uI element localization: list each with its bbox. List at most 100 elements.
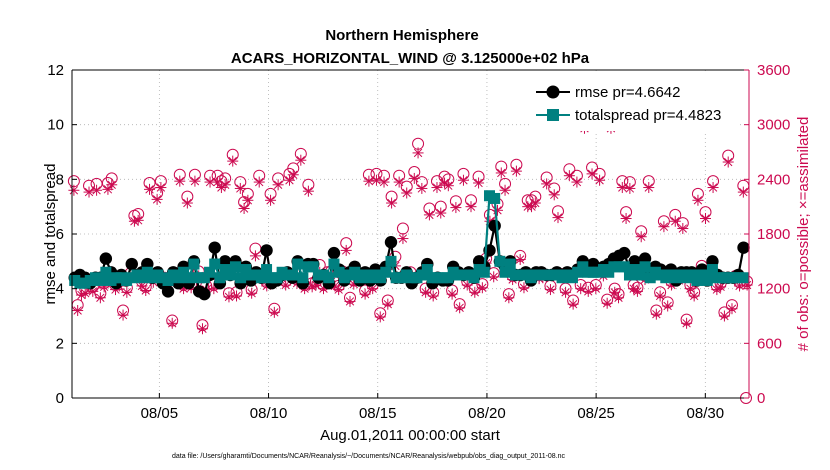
asterisk-stroke xyxy=(470,288,479,297)
obs-assimilated-point xyxy=(624,182,636,194)
obs-assimilated-point xyxy=(495,167,507,179)
obs-assimilated-point xyxy=(620,213,632,225)
tick-label-right: 1200 xyxy=(757,281,790,298)
asterisk-stroke xyxy=(228,156,237,166)
totalspread-point xyxy=(204,266,216,278)
tick-label-left: 4 xyxy=(56,281,64,298)
obs-assimilated-point xyxy=(155,182,167,194)
totalspread-point xyxy=(706,264,718,276)
obs-assimilated-point xyxy=(223,291,235,303)
obs-assimilated-point xyxy=(442,180,454,192)
asterisk-stroke xyxy=(345,297,355,306)
asterisk-stroke xyxy=(693,196,703,205)
asterisk-stroke xyxy=(436,208,445,218)
obs-assimilated-point xyxy=(196,323,208,335)
asterisk-stroke xyxy=(285,176,294,185)
asterisk-stroke xyxy=(410,174,419,183)
asterisk-stroke xyxy=(447,289,457,299)
obs-assimilated-point xyxy=(560,286,572,298)
tick-label-left: 8 xyxy=(56,171,64,188)
asterisk-stroke xyxy=(232,291,241,301)
obs-assimilated-point xyxy=(412,147,424,159)
totalspread-point xyxy=(229,261,241,273)
rmse-point xyxy=(208,241,221,254)
obs-assimilated-point xyxy=(631,285,643,297)
obs-assimilated-point xyxy=(83,186,95,198)
totalspread-point xyxy=(292,258,304,270)
asterisk-stroke xyxy=(103,185,113,194)
totalspread-point xyxy=(224,269,236,281)
obs-assimilated-point xyxy=(401,187,413,199)
asterisk-stroke xyxy=(618,183,627,192)
asterisk-stroke xyxy=(542,179,551,189)
obs-assimilated-point xyxy=(280,279,292,291)
asterisk-stroke xyxy=(550,190,559,200)
obs-assimilated-point xyxy=(132,214,144,226)
tick-label-left: 10 xyxy=(47,117,64,134)
tick-label-left: 6 xyxy=(56,226,64,243)
totalspread-point xyxy=(255,272,267,284)
tick-label-left: 2 xyxy=(56,335,64,352)
obs-assimilated-point xyxy=(408,172,420,184)
obs-assimilated-point xyxy=(563,170,575,182)
asterisk-stroke xyxy=(444,181,453,190)
rmse-point xyxy=(198,287,211,301)
asterisk-stroke xyxy=(455,303,464,313)
asterisk-stroke xyxy=(387,198,396,208)
asterisk-stroke xyxy=(137,281,147,291)
tick-label-right: 3000 xyxy=(757,117,790,134)
obs-assimilated-point xyxy=(246,287,258,299)
asterisk-stroke xyxy=(413,148,423,158)
obs-assimilated-point xyxy=(548,189,560,201)
obs-assimilated-point xyxy=(287,169,299,181)
obs-assimilated-point xyxy=(359,288,371,300)
asterisk-stroke xyxy=(652,309,661,319)
obs-assimilated-point xyxy=(499,184,511,196)
obs-assimilated-point xyxy=(552,212,564,224)
asterisk-stroke xyxy=(708,183,718,192)
totalspread-point xyxy=(494,255,506,267)
asterisk-stroke xyxy=(273,180,283,190)
asterisk-stroke xyxy=(610,288,619,297)
totalspread-point xyxy=(701,274,713,286)
asterisk-stroke xyxy=(561,288,570,297)
obs-assimilated-point xyxy=(476,282,488,294)
obs-assimilated-point xyxy=(503,292,515,304)
obs-assimilated-point xyxy=(416,182,428,194)
asterisk-stroke xyxy=(678,224,688,233)
asterisk-stroke xyxy=(497,168,506,178)
asterisk-stroke xyxy=(519,283,529,292)
obs-assimilated-point xyxy=(333,284,345,296)
obs-assimilated-point xyxy=(669,215,681,227)
obs-assimilated-point xyxy=(374,311,386,323)
obs-assimilated-point xyxy=(106,179,118,191)
asterisk-stroke xyxy=(512,166,521,176)
asterisk-stroke xyxy=(425,210,434,220)
data-file-footnote: data file: /Users/gharamti/Documents/NCA… xyxy=(172,453,566,460)
obs-assimilated-point xyxy=(79,287,91,299)
tick-label-left: 0 xyxy=(56,390,64,407)
obs-assimilated-point xyxy=(189,175,201,187)
asterisk-stroke xyxy=(394,177,404,187)
asterisk-stroke xyxy=(183,198,192,208)
totalspread-point xyxy=(286,269,298,281)
asterisk-stroke xyxy=(633,287,642,296)
totalspread-point xyxy=(634,269,646,281)
asterisk-stroke xyxy=(243,196,253,205)
asterisk-stroke xyxy=(637,232,646,241)
obs-assimilated-point xyxy=(268,306,280,318)
asterisk-stroke xyxy=(88,287,98,296)
totalspread-point xyxy=(499,266,511,278)
asterisk-stroke xyxy=(576,284,585,293)
asterisk-stroke xyxy=(417,184,427,193)
obs-assimilated-point xyxy=(692,194,704,206)
rmse-point xyxy=(99,252,113,265)
asterisk-stroke xyxy=(304,186,313,196)
obs-assimilated-point xyxy=(650,308,662,320)
obs-assimilated-point xyxy=(166,317,178,329)
obs-assimilated-point xyxy=(643,182,655,194)
asterisk-stroke xyxy=(224,292,234,302)
obs-assimilated-point xyxy=(594,174,606,186)
obs-assimilated-point xyxy=(571,176,583,188)
asterisk-stroke xyxy=(236,184,245,193)
